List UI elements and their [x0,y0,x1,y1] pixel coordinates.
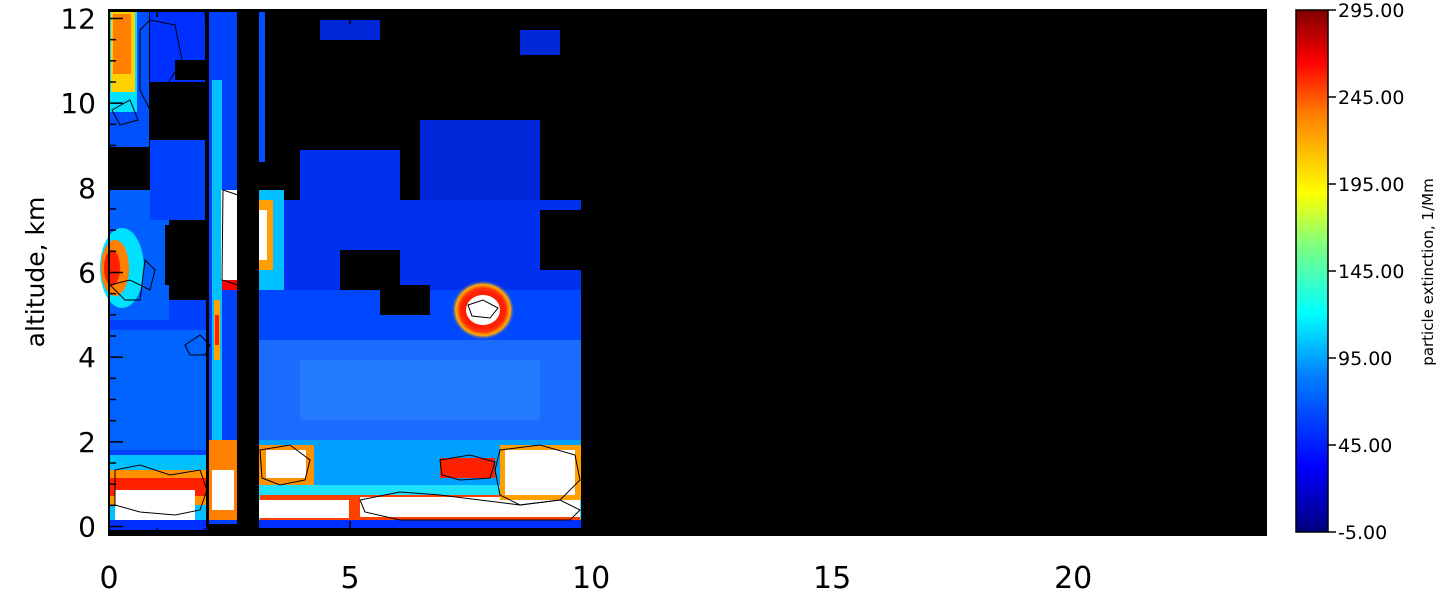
x-tick-label: 15 [813,561,851,596]
colorbar-ticks: -5.00 45.00 95.00 145.00 195.00 245.00 295.00 [1328,0,1404,544]
colorbar-tick-label: 145.00 [1338,261,1404,283]
colorbar-tick-label: 195.00 [1338,174,1404,196]
colorbar [1295,9,1329,533]
y-tick-label: 0 [78,511,96,544]
colorbar-tick-label: 45.00 [1338,435,1392,457]
heatmap-field [100,12,581,532]
y-tick-label: 12 [60,2,96,35]
y-tick-label: 10 [60,87,96,120]
y-tick-label: 6 [78,257,96,290]
colorbar-tick-label: 295.00 [1338,0,1404,22]
colorbar-tick-label: -5.00 [1338,522,1387,544]
x-axis: 0 5 10 15 20 [99,10,1267,596]
x-tick-label: 20 [1054,561,1092,596]
y-axis-title: altitude, km [21,197,50,348]
x-tick-label: 5 [340,561,359,596]
y-tick-label: 4 [78,341,96,374]
colorbar-tick-label: 95.00 [1338,348,1392,370]
y-tick-label: 2 [78,426,96,459]
colorbar-tick-label: 245.00 [1338,87,1404,109]
y-tick-label: 8 [78,172,96,205]
x-tick-label: 10 [572,561,610,596]
colorbar-title: particle extinction, 1/Mm [1419,178,1437,365]
contour-lines [109,19,581,521]
x-tick-label: 0 [99,561,118,596]
y-axis: 0 2 4 6 8 10 12 [60,2,1266,544]
